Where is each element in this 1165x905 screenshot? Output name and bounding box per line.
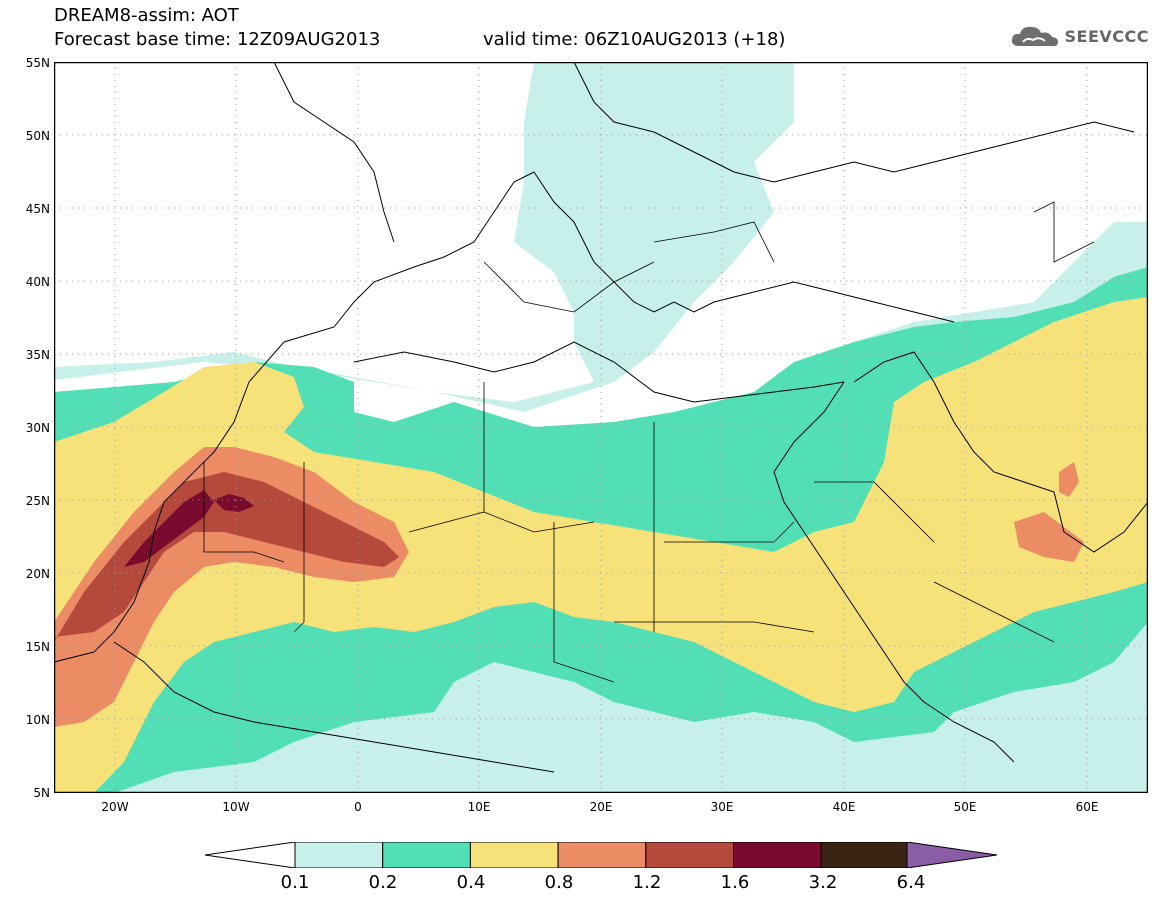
lat-label: 20N xyxy=(25,567,50,581)
colorbar-cell xyxy=(382,842,471,868)
legend-level: 1.2 xyxy=(632,872,662,893)
country-borders xyxy=(203,201,1095,683)
map-gridlines xyxy=(54,62,1148,793)
legend-level: 0.4 xyxy=(456,872,486,893)
map-border xyxy=(54,62,1148,793)
lat-label: 15N xyxy=(25,640,50,654)
lon-label: 20W xyxy=(101,800,129,814)
legend-level: 0.1 xyxy=(280,872,310,893)
lat-label: 5N xyxy=(33,786,50,800)
colorbar xyxy=(205,842,998,868)
lat-label: 25N xyxy=(25,494,50,508)
lon-label: 60E xyxy=(1075,800,1099,814)
aot-contour-0.1-north xyxy=(524,62,714,192)
colorbar-cell xyxy=(645,842,734,868)
colorbar-cell xyxy=(557,842,647,868)
aot-map xyxy=(54,62,1148,793)
lat-label: 55N xyxy=(25,56,50,70)
coastlines xyxy=(54,62,1148,773)
cloud-icon xyxy=(1011,26,1058,47)
colorbar-high-arrow xyxy=(906,842,998,868)
lat-label: 30N xyxy=(25,421,50,435)
lat-label: 45N xyxy=(25,202,50,216)
colorbar-low-arrow xyxy=(205,842,296,868)
colorbar-cell xyxy=(733,842,822,868)
lon-label: 30E xyxy=(710,800,734,814)
lon-label: 50E xyxy=(953,800,977,814)
legend-level: 1.6 xyxy=(720,872,750,893)
lon-label: 10E xyxy=(467,800,491,814)
lat-label: 35N xyxy=(25,348,50,362)
lon-label: 40E xyxy=(832,800,856,814)
seevccc-logo: SEEVCCC xyxy=(1009,22,1150,50)
legend-level: 0.2 xyxy=(368,872,398,893)
forecast-base-time: Forecast base time: 12Z09AUG2013 xyxy=(54,29,381,50)
aot-contour-1.6 xyxy=(124,490,254,567)
legend-level: 0.8 xyxy=(544,872,574,893)
legend-level: 3.2 xyxy=(808,872,838,893)
product-title: DREAM8-assim: AOT xyxy=(54,5,239,26)
colorbar-cell xyxy=(469,842,559,868)
aot-contour-1.2 xyxy=(54,472,399,642)
lat-label: 50N xyxy=(25,129,50,143)
lon-label: 20E xyxy=(589,800,613,814)
logo-text: SEEVCCC xyxy=(1064,26,1149,46)
lat-label: 10N xyxy=(25,713,50,727)
lon-label: 10W xyxy=(222,800,250,814)
lon-label: 0 xyxy=(354,800,362,814)
valid-time: valid time: 06Z10AUG2013 (+18) xyxy=(483,29,786,50)
aot-contour-0.4 xyxy=(54,297,1148,793)
colorbar-cell xyxy=(820,842,910,868)
legend-level: 6.4 xyxy=(896,872,926,893)
colorbar-cell xyxy=(294,842,384,868)
lat-label: 40N xyxy=(25,275,50,289)
